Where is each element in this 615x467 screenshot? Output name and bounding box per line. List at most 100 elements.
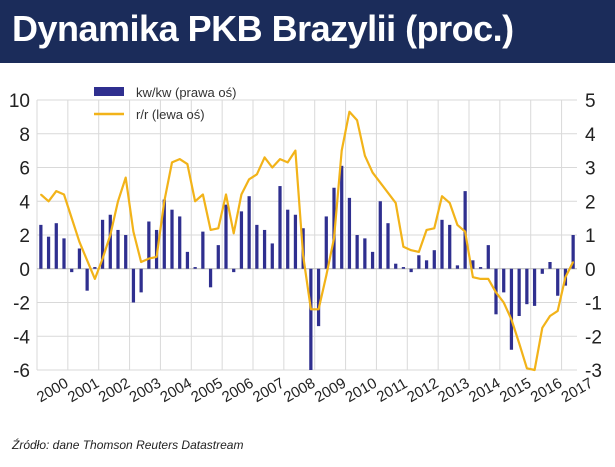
line-point-2001Q1 [70, 217, 73, 219]
line-point-2012Q3 [425, 229, 428, 231]
line-point-2001Q4 [94, 278, 96, 280]
bar-2006Q1 [224, 204, 228, 269]
line-point-2009Q4 [340, 149, 343, 152]
line-point-2014Q3 [487, 278, 490, 280]
bar-2002Q3 [116, 229, 120, 269]
bar-2007Q1 [255, 224, 259, 269]
line-point-2000Q3 [55, 190, 58, 192]
bar-2000Q2 [46, 236, 51, 269]
line-point-2006Q4 [248, 178, 250, 181]
line-point-2009Q3 [333, 237, 335, 240]
bar-2003Q2 [139, 268, 143, 293]
title-bar: Dynamika PKB Brazylii (proc.) [0, 0, 615, 63]
line-point-2001Q2 [78, 240, 81, 243]
bar-2012Q4 [432, 250, 436, 269]
chart-area: -6 -4 -2 0 2 4 6 8 10 -3 -2 -1 0 1 2 3 4 5 2000 2001 2002 200… [0, 63, 615, 437]
y-right-tick-label: 1 [585, 226, 596, 247]
line-point-2003Q4 [155, 256, 158, 258]
line-point-2011Q4 [402, 246, 405, 248]
line-point-2009Q2 [325, 274, 328, 277]
bar-2012Q3 [424, 260, 429, 269]
line-point-2012Q4 [433, 227, 436, 230]
bar-2014Q2 [478, 267, 483, 269]
bar-2017Q2 [571, 235, 575, 269]
bar-2008Q4 [309, 268, 313, 370]
bar-2004Q2 [170, 209, 174, 269]
y-right-tick-label: -2 [585, 327, 602, 348]
line-point-2004Q3 [178, 158, 181, 160]
line-point-2016Q4 [556, 310, 559, 312]
line-point-2005Q1 [194, 200, 196, 203]
bar-2000Q4 [62, 238, 66, 269]
y-left-tick-label: 2 [19, 226, 30, 247]
line-point-2010Q2 [356, 119, 358, 122]
line-point-2006Q2 [232, 232, 235, 235]
legend-label-bar: kw/kw (prawa oś) [136, 85, 236, 100]
line-point-2005Q2 [202, 193, 204, 196]
line-point-2006Q3 [240, 193, 243, 196]
line-point-2015Q4 [526, 367, 528, 370]
line-point-2012Q1 [410, 249, 412, 251]
line-layer [40, 110, 575, 372]
y-left-tick-label: 0 [19, 260, 30, 281]
line-point-2016Q2 [541, 327, 544, 329]
bar-2000Q1 [39, 224, 43, 269]
line-point-2008Q1 [286, 161, 289, 164]
bar-2001Q3 [85, 268, 89, 291]
y-left-tick-label: 10 [9, 91, 30, 112]
line-point-2002Q3 [117, 200, 119, 203]
line-point-2011Q1 [379, 181, 382, 184]
bar-2007Q2 [262, 229, 267, 269]
line-point-2005Q4 [217, 227, 220, 230]
bar-2014Q1 [471, 260, 475, 269]
bar-2003Q1 [131, 268, 136, 303]
bar-2015Q2 [509, 268, 514, 350]
y-right-tick-label: -1 [585, 294, 602, 315]
y-left-tick-label: -2 [13, 294, 30, 315]
bar-2008Q2 [293, 214, 298, 269]
y-left-tick-label: 6 [19, 159, 30, 180]
bar-2003Q3 [147, 221, 151, 269]
line-point-2008Q3 [302, 254, 304, 257]
bar-2013Q2 [448, 224, 452, 269]
bar-2011Q1 [378, 201, 382, 269]
page-title: Dynamika PKB Brazylii (proc.) [12, 8, 514, 49]
bar-2008Q1 [286, 209, 290, 269]
line-point-2008Q4 [310, 308, 312, 311]
line-point-2015Q2 [510, 318, 513, 321]
bar-2001Q2 [77, 248, 82, 269]
line-point-2007Q1 [256, 173, 258, 176]
bar-2011Q2 [386, 223, 390, 269]
bar-2013Q1 [440, 219, 444, 269]
line-point-2001Q3 [86, 259, 88, 262]
y-left-tick-label: -4 [13, 327, 30, 348]
line-point-2013Q2 [448, 202, 451, 204]
line-point-2015Q1 [502, 301, 505, 304]
bar-2013Q4 [463, 191, 467, 269]
bar-2005Q1 [193, 267, 197, 269]
line-point-2003Q1 [132, 230, 135, 233]
line-point-2009Q1 [317, 308, 320, 311]
line-point-2014Q1 [472, 276, 474, 278]
line-point-2014Q2 [479, 278, 482, 280]
bar-2010Q3 [363, 238, 367, 269]
line-point-2011Q3 [394, 202, 397, 204]
line-point-2013Q4 [464, 230, 466, 233]
bar-2016Q4 [556, 268, 560, 296]
line-point-2013Q1 [441, 195, 443, 197]
line-point-2004Q2 [171, 161, 173, 164]
bar-2014Q3 [486, 245, 490, 269]
bar-2016Q2 [540, 268, 544, 274]
axis-layer: -6-4-20246810-3-2-1012345200020012002200… [9, 91, 602, 406]
bar-2016Q1 [532, 268, 537, 306]
line-point-2010Q3 [364, 154, 366, 157]
bar-2015Q4 [525, 268, 529, 305]
bar-2005Q2 [201, 231, 205, 269]
bar-2012Q1 [409, 268, 413, 273]
bar-2005Q4 [216, 245, 220, 269]
bar-2004Q3 [178, 216, 182, 269]
bar-2013Q3 [455, 265, 460, 269]
line-point-2002Q2 [109, 234, 112, 236]
y-right-tick-label: 2 [585, 192, 596, 213]
bar-2002Q1 [100, 219, 105, 269]
